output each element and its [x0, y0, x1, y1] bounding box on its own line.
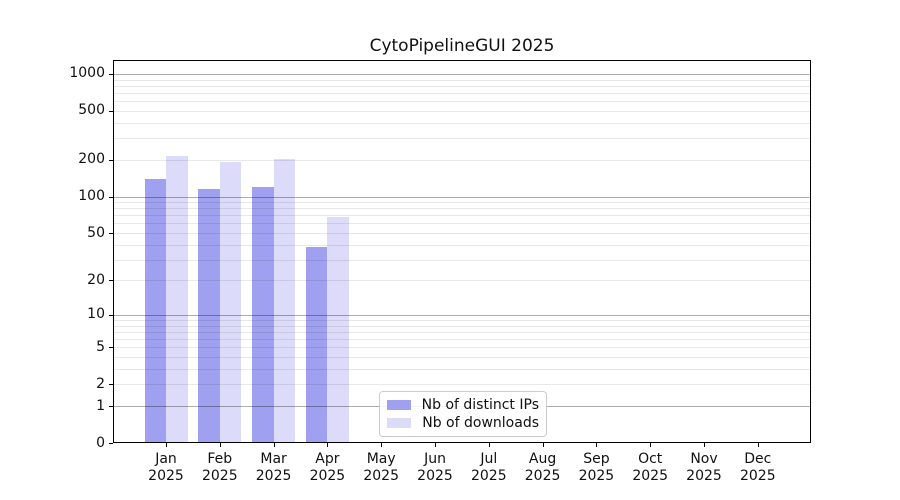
gridline-40	[114, 244, 810, 246]
gridline-900	[114, 79, 810, 81]
gridline-10	[114, 314, 810, 316]
y-tick-10	[109, 314, 113, 316]
x-tick-feb	[219, 443, 221, 447]
y-tick-100	[109, 196, 113, 198]
x-tick-label-sep: Sep 2025	[578, 451, 615, 484]
gridline-200	[114, 159, 810, 161]
bar-downloads-jan	[166, 156, 188, 443]
bar-distinct-ips-jan	[144, 179, 166, 443]
bar-distinct-ips-feb	[198, 188, 220, 443]
y-tick-5	[109, 347, 113, 349]
gridline-3	[114, 368, 810, 370]
gridline-400	[114, 122, 810, 124]
y-tick-label-1000: 1000	[69, 65, 105, 82]
gridline-300	[114, 138, 810, 140]
x-tick-aug	[542, 443, 544, 447]
x-tick-mar	[273, 443, 275, 447]
bar-downloads-feb	[219, 162, 242, 443]
bar-distinct-ips-apr	[305, 247, 328, 443]
y-tick-label-10: 10	[87, 306, 105, 323]
x-tick-label-jun: Jun 2025	[417, 451, 453, 484]
gridline-800	[114, 85, 810, 87]
y-tick-20	[109, 280, 113, 282]
legend-label-downloads: Nb of downloads	[422, 415, 539, 432]
gridline-8	[114, 325, 810, 327]
gridline-50	[114, 233, 810, 234]
gridline-9	[114, 320, 810, 321]
gridline-6	[114, 339, 810, 341]
y-tick-50	[109, 233, 113, 234]
y-tick-label-500: 500	[78, 102, 105, 119]
y-tick-2	[109, 384, 113, 386]
y-tick-label-5: 5	[96, 338, 105, 355]
y-tick-label-100: 100	[78, 188, 105, 204]
x-tick-oct	[650, 443, 652, 447]
x-tick-label-oct: Oct 2025	[632, 451, 668, 484]
y-tick-500	[109, 110, 113, 112]
x-tick-jan	[166, 443, 167, 447]
gridline-80	[114, 208, 810, 210]
y-tick-200	[109, 159, 113, 161]
gridline-4	[114, 357, 810, 358]
y-tick-0	[109, 443, 113, 444]
x-tick-dec	[757, 443, 759, 447]
gridline-90	[114, 202, 810, 203]
gridline-2	[114, 384, 810, 386]
gridline-1000	[114, 73, 810, 75]
x-tick-label-apr: Apr 2025	[309, 451, 346, 484]
y-tick-1	[109, 406, 113, 407]
gridline-30	[114, 259, 810, 261]
y-tick-label-0: 0	[96, 434, 105, 451]
x-tick-label-feb: Feb 2025	[201, 451, 238, 484]
x-tick-label-mar: Mar 2025	[255, 451, 292, 484]
y-tick-label-1: 1	[96, 397, 105, 414]
chart-title: CytoPipelineGUI 2025	[369, 36, 555, 56]
legend-item-distinct-ips: Nb of distinct IPs	[387, 397, 539, 413]
gridline-7	[114, 331, 810, 333]
legend-item-downloads: Nb of downloads	[387, 415, 539, 431]
x-tick-label-nov: Nov 2025	[686, 451, 722, 484]
y-tick-label-2: 2	[96, 375, 105, 392]
gridline-5	[114, 347, 810, 349]
distinct-ips-swatch-icon	[387, 399, 411, 410]
x-tick-may	[381, 443, 383, 447]
gridline-700	[114, 93, 810, 94]
x-tick-apr	[327, 443, 329, 447]
x-tick-label-aug: Aug 2025	[524, 451, 561, 484]
y-tick-label-50: 50	[87, 224, 105, 241]
x-tick-label-may: May 2025	[363, 451, 399, 484]
x-tick-jul	[488, 443, 490, 447]
bar-distinct-ips-mar	[252, 186, 274, 443]
gridline-60	[114, 223, 810, 225]
bar-downloads-apr	[327, 216, 349, 443]
gridline-600	[114, 101, 810, 103]
gridline-500	[114, 110, 810, 112]
x-tick-label-dec: Dec 2025	[739, 451, 776, 484]
gridline-100	[114, 196, 810, 198]
x-tick-nov	[704, 443, 705, 447]
legend-label-distinct-ips: Nb of distinct IPs	[421, 396, 539, 413]
downloads-swatch-icon	[387, 418, 412, 429]
x-tick-jun	[435, 443, 436, 447]
legend: Nb of distinct IPs Nb of downloads	[379, 391, 547, 437]
y-tick-1000	[109, 73, 113, 75]
x-tick-label-jul: Jul 2025	[470, 451, 507, 484]
y-tick-label-200: 200	[78, 151, 105, 168]
gridline-20	[114, 280, 810, 282]
bar-downloads-mar	[273, 158, 296, 443]
y-tick-label-20: 20	[87, 271, 105, 288]
x-tick-sep	[596, 443, 598, 447]
gridline-70	[114, 215, 810, 217]
x-tick-label-jan: Jan 2025	[148, 451, 184, 484]
